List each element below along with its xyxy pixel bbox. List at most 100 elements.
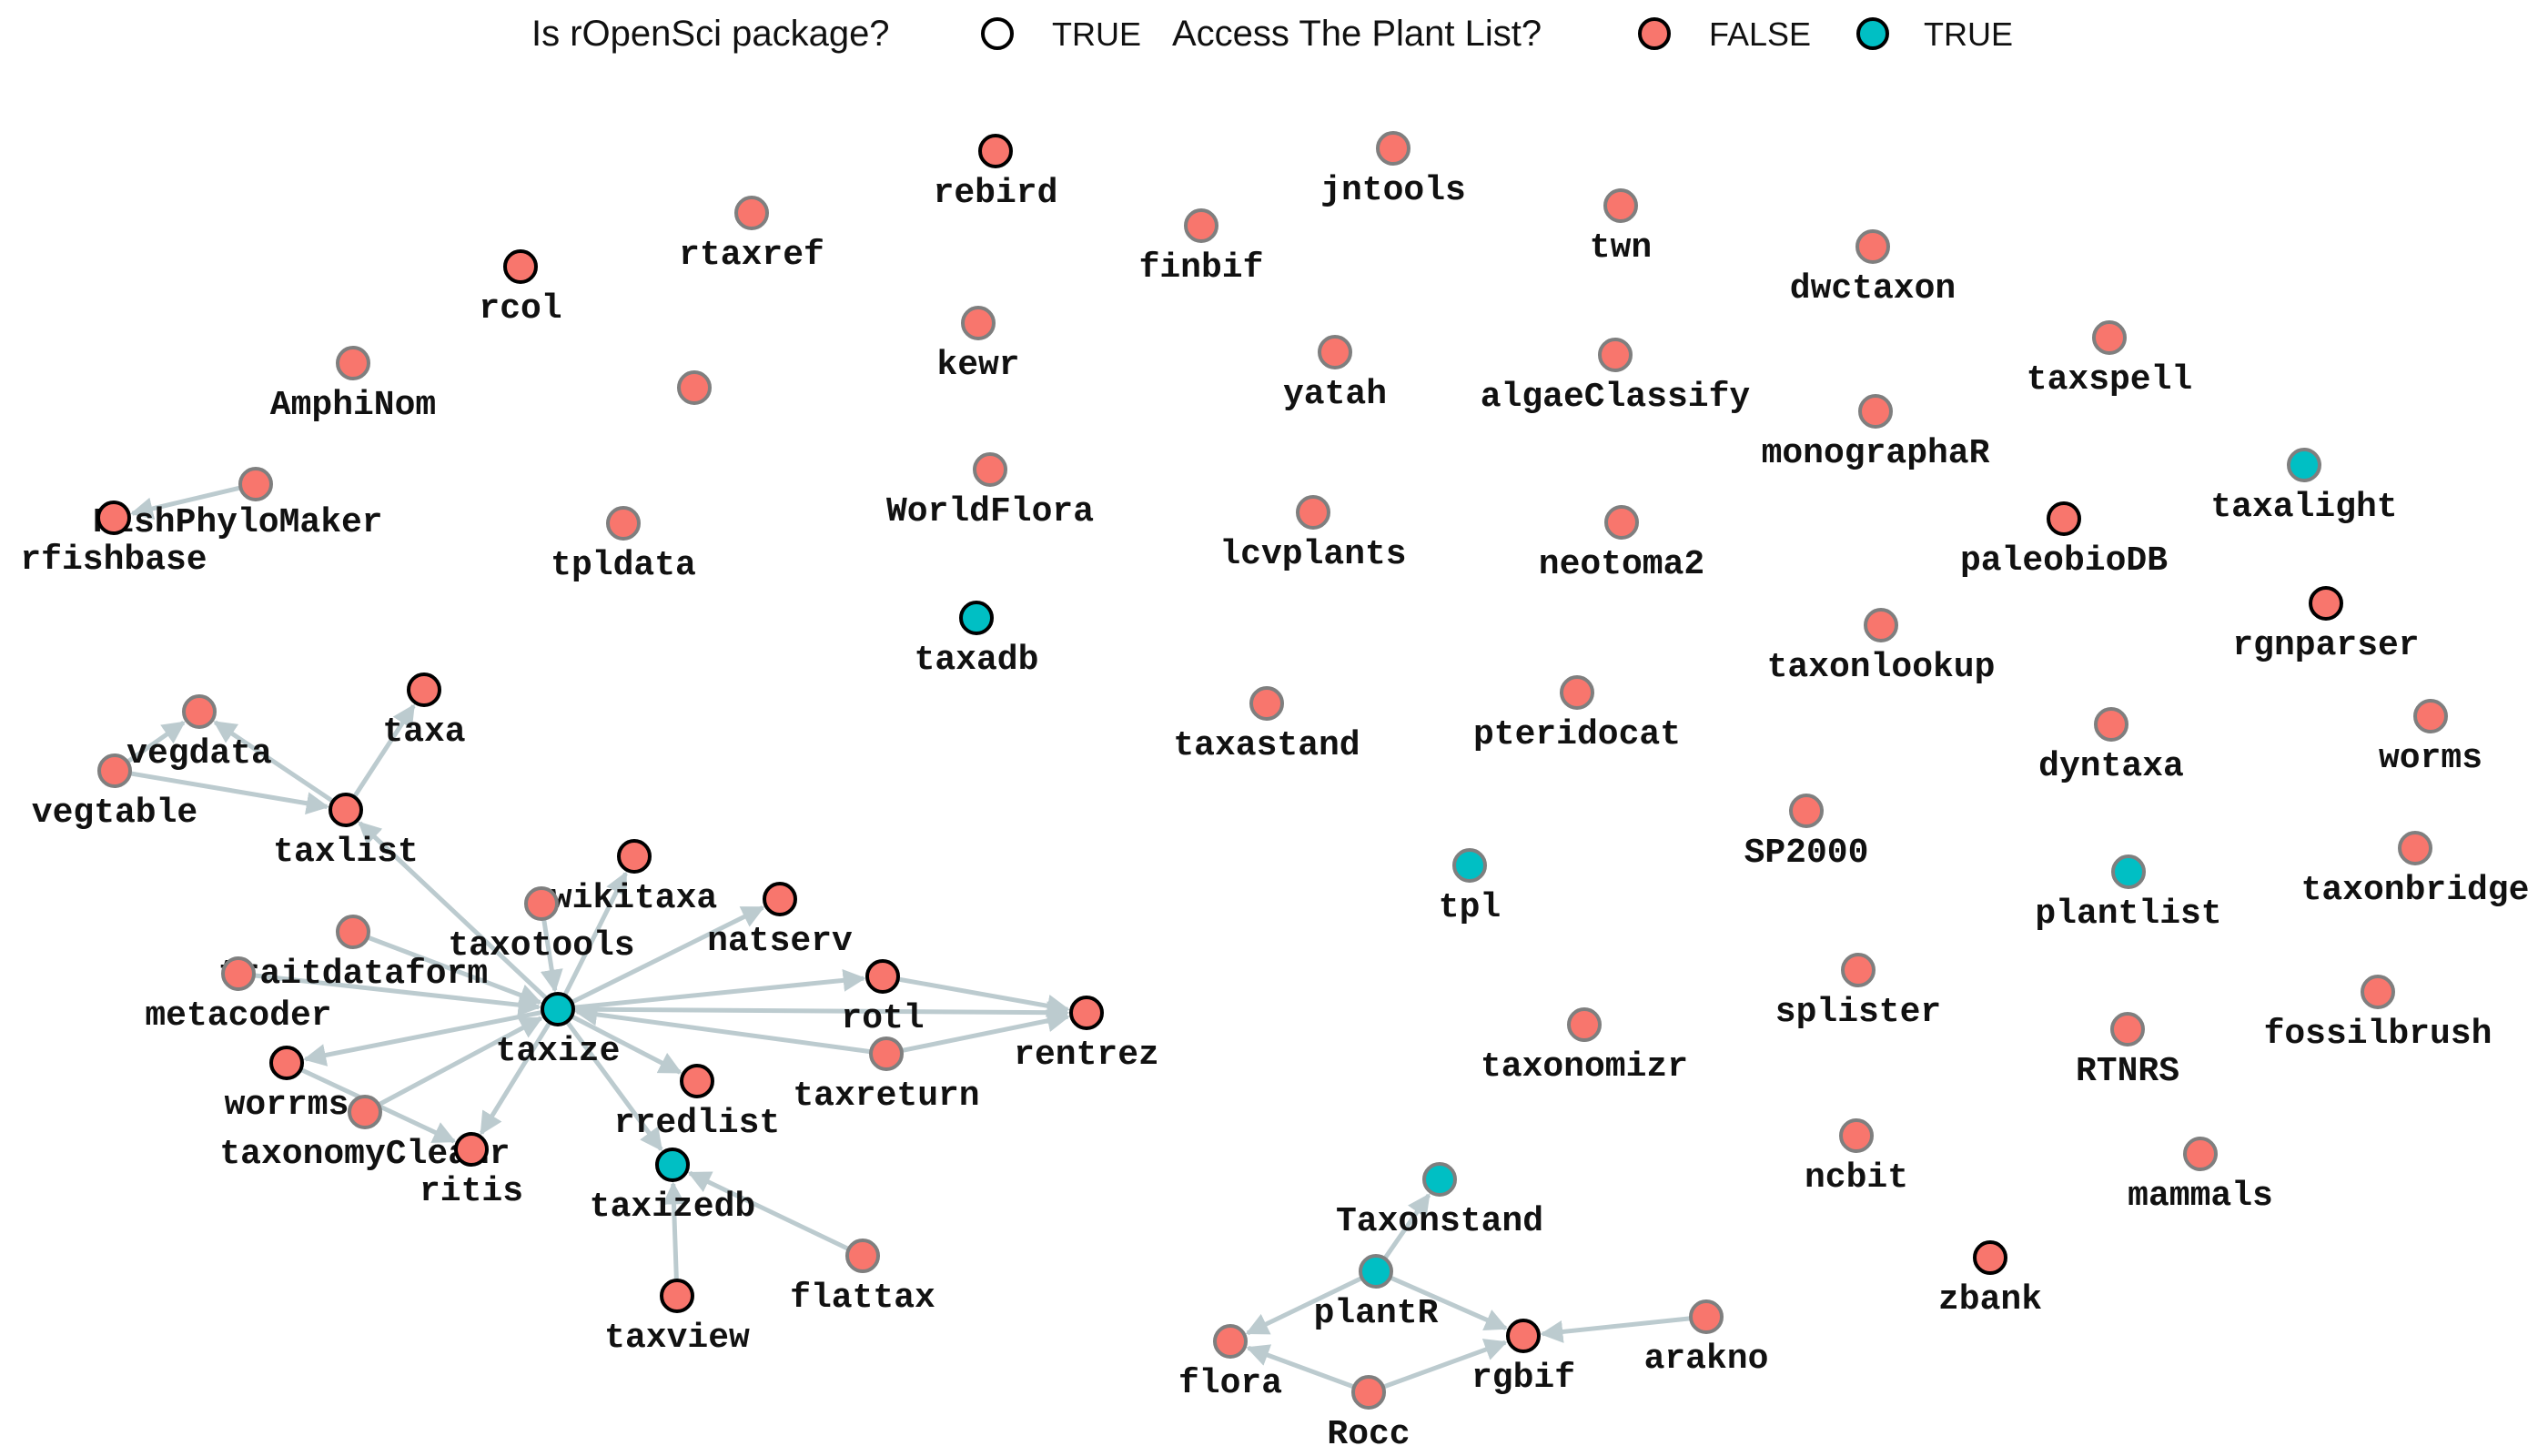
node-AmphiNom: AmphiNom: [270, 346, 436, 425]
edge-taxview-to-taxizedb: [662, 1181, 686, 1281]
node-marker-rentrez: [1069, 996, 1104, 1030]
node-taxonomizr: taxonomizr: [1481, 1007, 1688, 1087]
legend-ropensci-title: Is rOpenSci package?: [531, 14, 890, 54]
node-marker-rgbif: [1506, 1319, 1541, 1353]
edge-plantR-to-Taxonstand: [1382, 1193, 1431, 1260]
node-traitdataform: traitdataform: [218, 915, 488, 994]
edge-taxreturn-to-taxize: [574, 1003, 872, 1055]
node-label-lcvplants: lcvplants: [1219, 535, 1406, 574]
node-marker-worrms: [269, 1046, 304, 1080]
legend-plantlist-true-key: [1856, 17, 1889, 50]
edge-taxize-to-ritis: [479, 1021, 552, 1136]
node-marker-unlabeled: [677, 370, 712, 405]
node-marker-taxreturn: [869, 1036, 904, 1071]
node-label-worrms: worrms: [225, 1086, 349, 1125]
node-marker-FishPhyloMaker: [238, 467, 273, 501]
node-label-splister: splister: [1775, 993, 1941, 1032]
node-label-flattax: flattax: [790, 1279, 935, 1318]
node-label-taxreturn: taxreturn: [793, 1077, 979, 1116]
edge-FishPhyloMaker-to-rfishbase: [130, 485, 242, 521]
node-marker-wikitaxa: [617, 839, 652, 874]
node-pteridocat: pteridocat: [1473, 675, 1681, 754]
node-label-plantR: plantR: [1314, 1294, 1439, 1333]
node-marker-taxonomyCleanr: [348, 1095, 382, 1129]
node-marker-taxlist: [329, 793, 363, 827]
node-label-rentrez: rentrez: [1014, 1036, 1159, 1075]
edge-arakno-to-rgbif: [1540, 1316, 1692, 1343]
node-marker-taxalight: [2287, 448, 2321, 482]
node-marker-RTNRS: [2110, 1012, 2145, 1046]
node-finbif: finbif: [1139, 208, 1264, 288]
node-label-plantlist: plantlist: [2035, 895, 2221, 934]
node-label-taxadb: taxadb: [915, 641, 1039, 680]
node-label-rtaxref: rtaxref: [679, 236, 824, 275]
node-marker-taxspell: [2092, 320, 2127, 355]
node-mammals: mammals: [2128, 1137, 2273, 1216]
node-marker-rgnparser: [2309, 586, 2343, 621]
node-marker-rotl: [865, 959, 900, 994]
node-label-taxa: taxa: [382, 713, 465, 752]
node-label-taxonomizr: taxonomizr: [1481, 1047, 1688, 1087]
edge-plantR-to-rgbif: [1389, 1275, 1509, 1330]
node-marker-AmphiNom: [336, 346, 370, 380]
node-label-vegdata: vegdata: [126, 734, 272, 774]
node-marker-taxastand: [1249, 686, 1284, 721]
node-label-Taxonstand: Taxonstand: [1336, 1202, 1543, 1241]
node-arakno: arakno: [1644, 1299, 1768, 1379]
node-kewr: kewr: [936, 306, 1020, 385]
node-label-AmphiNom: AmphiNom: [270, 386, 436, 425]
node-label-dyntaxa: dyntaxa: [2038, 747, 2184, 786]
node-marker-taxonbridge: [2398, 831, 2432, 865]
node-marker-monographaR: [1858, 394, 1893, 429]
node-label-taxalight: taxalight: [2210, 488, 2397, 527]
node-label-traitdataform: traitdataform: [218, 955, 488, 994]
node-RTNRS: RTNRS: [2076, 1012, 2179, 1091]
node-label-metacoder: metacoder: [145, 996, 331, 1036]
node-label-jntools: jntools: [1320, 171, 1466, 210]
node-marker-worms: [2413, 699, 2448, 733]
edge-taxize-to-rotl: [572, 968, 866, 1010]
edge-taxize-to-taxlist: [358, 821, 549, 1001]
edge-Rocc-to-flora: [1246, 1344, 1355, 1390]
node-taxonlookup: taxonlookup: [1767, 608, 1995, 687]
node-label-finbif: finbif: [1139, 248, 1264, 288]
node-label-vegtable: vegtable: [32, 794, 197, 833]
node-label-twn: twn: [1590, 228, 1652, 268]
node-plantlist: plantlist: [2035, 854, 2222, 934]
node-rentrez: rentrez: [1014, 996, 1159, 1075]
node-label-SP2000: SP2000: [1744, 834, 1869, 873]
node-label-ncbit: ncbit: [1805, 1158, 1908, 1198]
edge-taxize-to-rentrez: [572, 1001, 1070, 1025]
node-flattax: flattax: [790, 1239, 935, 1318]
nodes-layer: rebird jntools finbif twn rtaxref dwctaxon rco…: [20, 131, 2530, 1454]
edge-taxreturn-to-rentrez: [901, 1009, 1070, 1054]
node-marker-vegdata: [182, 694, 217, 729]
node-marker-jntools: [1376, 131, 1410, 166]
legend-plantlist-title: Access The Plant List?: [1172, 14, 1542, 54]
node-taxizedb: taxizedb: [590, 1148, 755, 1227]
node-jntools: jntools: [1320, 131, 1466, 210]
node-label-wikitaxa: wikitaxa: [551, 879, 717, 918]
node-marker-rfishbase: [96, 500, 131, 535]
edge-taxize-to-worrms: [303, 1009, 543, 1067]
node-worms: worms: [2379, 699, 2482, 778]
node-rebird: rebird: [934, 134, 1057, 213]
node-label-yatah: yatah: [1283, 375, 1387, 414]
node-marker-tpldata: [606, 506, 641, 541]
node-zbank: zbank: [1938, 1240, 2042, 1320]
node-marker-arakno: [1689, 1299, 1724, 1334]
node-twn: twn: [1590, 188, 1652, 268]
node-label-taxizedb: taxizedb: [590, 1188, 755, 1227]
node-tpl: tpl: [1439, 848, 1501, 927]
node-marker-traitdataform: [336, 915, 370, 949]
node-label-paleobioDB: paleobioDB: [1960, 541, 2168, 581]
node-label-taxonbridge: taxonbridge: [2301, 871, 2530, 910]
edge-taxonomyCleanr-to-taxize: [377, 1016, 543, 1107]
node-marker-taxizedb: [655, 1148, 690, 1182]
node-marker-neotoma2: [1604, 505, 1639, 540]
node-marker-splister: [1841, 953, 1876, 987]
node-marker-mammals: [2183, 1137, 2218, 1171]
node-metacoder: metacoder: [145, 956, 332, 1036]
node-label-dwctaxon: dwctaxon: [1790, 269, 1956, 308]
node-taxalight: taxalight: [2210, 448, 2398, 527]
